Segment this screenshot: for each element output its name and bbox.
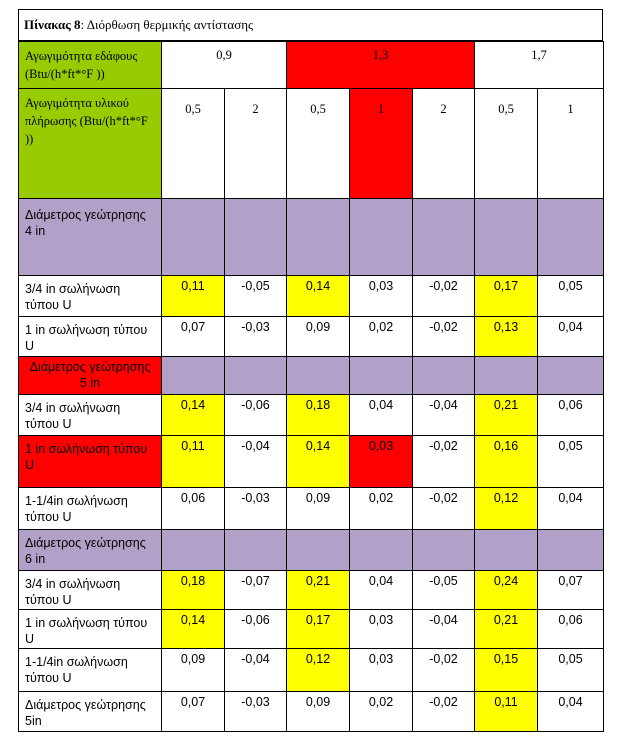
row-label: 1-1/4in σωλήνωση τύπου U [18, 487, 162, 530]
row-label: 3/4 in σωλήνωση τύπου U [18, 394, 162, 436]
table-caption: Πίνακας 8: Διόρθωση θερμικής αντίστασης [18, 9, 603, 41]
row-label: 1 in σωλήνωση τύπου U [18, 316, 162, 357]
value-cell: 0,09 [286, 487, 350, 530]
fill-value: 0,5 [474, 88, 539, 199]
value-cell: 0,03 [349, 275, 413, 317]
value-cell: 0,12 [474, 487, 539, 530]
value-cell: -0,02 [411, 435, 476, 488]
row-label: 1 in σωλήνωση τύπου U [18, 435, 162, 488]
value-cell: -0,03 [224, 316, 287, 357]
value-cell: 0,09 [286, 691, 350, 732]
value-cell: 0,03 [349, 648, 413, 692]
value-cell: 0,02 [349, 316, 413, 357]
value-cell: -0,06 [224, 609, 287, 649]
row-label: Διάμετρος γεώτρησης 5in [18, 691, 162, 732]
value-cell: 0,15 [474, 648, 539, 692]
value-cell: -0,04 [224, 435, 287, 488]
value-cell: 0,13 [474, 316, 539, 357]
value-cell: -0,05 [224, 275, 287, 317]
soil-value-1-3: 1,3 [285, 41, 476, 89]
soil-value-0-9: 0,9 [161, 41, 287, 89]
value-cell: -0,04 [411, 609, 476, 649]
soil-value-1-7: 1,7 [474, 41, 605, 89]
fill-value: 1 [537, 88, 605, 199]
value-cell: 0,02 [349, 487, 413, 530]
value-cell: 0,11 [161, 435, 225, 488]
value-cell: -0,03 [224, 487, 287, 530]
value-cell: 0,21 [474, 609, 539, 649]
fill-value: 0,5 [161, 88, 225, 199]
value-cell: 0,03 [349, 435, 413, 488]
value-cell: 0,14 [161, 394, 225, 436]
value-cell: -0,06 [224, 394, 287, 436]
value-cell: -0,05 [411, 570, 476, 610]
value-cell: 0,18 [161, 570, 225, 610]
value-cell: 0,04 [537, 691, 605, 732]
value-cell: -0,02 [411, 691, 476, 732]
section-title: Διάμετρος γεώτρησης 5 in [18, 356, 162, 395]
fill-value: 1 [349, 88, 413, 199]
value-cell: 0,21 [474, 394, 539, 436]
value-cell: 0,16 [474, 435, 539, 488]
value-cell: 0,14 [286, 275, 350, 317]
value-cell: 0,06 [537, 394, 605, 436]
fill-value: 2 [224, 88, 287, 199]
value-cell: -0,02 [411, 648, 476, 692]
value-cell: 0,04 [537, 487, 605, 530]
value-cell: -0,02 [411, 316, 476, 357]
value-cell: 0,09 [286, 316, 350, 357]
value-cell: -0,03 [224, 691, 287, 732]
value-cell: 0,14 [161, 609, 225, 649]
value-cell: 0,06 [161, 487, 225, 530]
value-cell: 0,07 [161, 316, 225, 357]
value-cell: -0,02 [411, 487, 476, 530]
fill-conductivity-label: Αγωγιμότητα υλικού πλήρωσης (Btu/(h*ft*°… [18, 88, 162, 199]
value-cell: 0,24 [474, 570, 539, 610]
value-cell: 0,05 [537, 275, 605, 317]
value-cell: 0,03 [349, 609, 413, 649]
value-cell: 0,12 [286, 648, 350, 692]
value-cell: -0,07 [224, 570, 287, 610]
value-cell: 0,02 [349, 691, 413, 732]
value-cell: 0,05 [537, 435, 605, 488]
value-cell: -0,02 [411, 275, 476, 317]
fill-value: 2 [411, 88, 476, 199]
value-cell: 0,11 [161, 275, 225, 317]
value-cell: -0,04 [411, 394, 476, 436]
value-cell: 0,04 [349, 394, 413, 436]
section-title: Διάμετρος γεώτρησης 6 in [18, 529, 162, 571]
value-cell: 0,05 [537, 648, 605, 692]
value-cell: -0,04 [224, 648, 287, 692]
row-label: 3/4 in σωλήνωση τύπου U [18, 275, 162, 317]
value-cell: 0,17 [286, 609, 350, 649]
row-label: 3/4 in σωλήνωση τύπου U [18, 570, 162, 610]
row-label: 1-1/4in σωλήνωση τύπου U [18, 648, 162, 692]
caption-label: Πίνακας 8 [24, 17, 81, 32]
fill-value: 0,5 [286, 88, 350, 199]
value-cell: 0,21 [286, 570, 350, 610]
value-cell: 0,11 [474, 691, 539, 732]
value-cell: 0,07 [161, 691, 225, 732]
value-cell: 0,09 [161, 648, 225, 692]
value-cell: 0,17 [474, 275, 539, 317]
caption-text: : Διόρθωση θερμικής αντίστασης [80, 17, 254, 32]
value-cell: 0,06 [537, 609, 605, 649]
value-cell: 0,04 [349, 570, 413, 610]
value-cell: 0,14 [286, 435, 350, 488]
row-label: 1 in σωλήνωση τύπου U [18, 609, 162, 649]
value-cell: 0,18 [286, 394, 350, 436]
value-cell: 0,07 [537, 570, 605, 610]
thermal-resistance-table: Αγωγιμότητα εδάφους (Btu/(h*ft*°F )) 0,9… [18, 41, 605, 732]
value-cell: 0,04 [537, 316, 605, 357]
section-title: Διάμετρος γεώτρησης 4 in [18, 198, 162, 276]
soil-conductivity-label: Αγωγιμότητα εδάφους (Btu/(h*ft*°F )) [18, 41, 162, 89]
